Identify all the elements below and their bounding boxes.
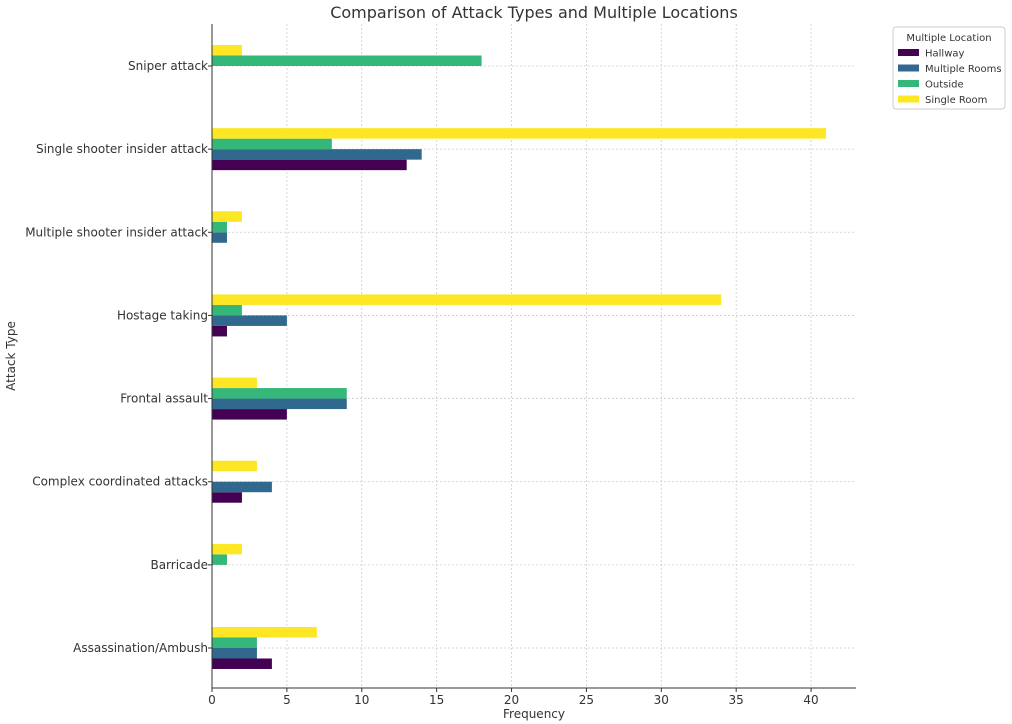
x-tick-label: 25 xyxy=(579,693,594,707)
legend-label: Single Room xyxy=(925,95,987,106)
grid xyxy=(212,24,856,688)
x-tick-label: 40 xyxy=(803,693,818,707)
bar xyxy=(212,159,407,171)
bar xyxy=(212,409,287,420)
x-tick-label: 30 xyxy=(654,693,669,707)
bar xyxy=(212,221,227,233)
legend-frame xyxy=(892,26,1006,110)
chart-title: Comparison of Attack Types and Multiple … xyxy=(330,3,738,22)
legend-label: Outside xyxy=(925,80,964,91)
x-tick-label: 20 xyxy=(504,693,519,707)
legend: Multiple Location Hallway Multiple Rooms O… xyxy=(892,26,1006,110)
x-ticks: 0 5 10 15 20 25 30 35 40 xyxy=(208,688,819,707)
y-tick-label: Assassination/Ambush xyxy=(73,641,208,655)
legend-label: Hallway xyxy=(925,49,965,60)
bars xyxy=(212,45,827,669)
bar xyxy=(212,377,257,389)
bar xyxy=(212,211,242,222)
x-tick-label: 0 xyxy=(208,693,216,707)
bar xyxy=(212,304,242,316)
x-tick-label: 35 xyxy=(729,693,744,707)
x-tick-label: 15 xyxy=(429,693,444,707)
x-tick-label: 10 xyxy=(354,693,369,707)
bar xyxy=(212,398,347,410)
legend-swatch xyxy=(898,49,919,56)
legend-swatch xyxy=(898,64,919,72)
legend-swatch xyxy=(898,80,919,87)
y-tick-label: Barricade xyxy=(150,558,208,572)
bar xyxy=(212,138,332,150)
legend-swatch xyxy=(898,95,919,103)
y-tick-label: Sniper attack xyxy=(128,59,208,73)
axes xyxy=(211,24,856,689)
y-tick-label: Multiple shooter insider attack xyxy=(25,225,208,239)
y-tick-label: Hostage taking xyxy=(117,308,208,322)
bar xyxy=(212,294,722,305)
legend-label: Multiple Rooms xyxy=(925,64,1002,75)
bar xyxy=(212,460,257,472)
bar xyxy=(212,543,242,555)
y-tick-label: Complex coordinated attacks xyxy=(32,475,208,489)
bar xyxy=(212,149,422,160)
bar xyxy=(212,55,482,66)
bar xyxy=(212,128,827,139)
legend-title: Multiple Location xyxy=(906,33,991,44)
bar xyxy=(212,492,242,503)
bar xyxy=(212,648,257,659)
bar xyxy=(212,637,257,648)
y-ticks: Assassination/Ambush Barricade Complex coo… xyxy=(25,59,212,655)
y-tick-label: Frontal assault xyxy=(120,392,208,406)
y-axis-label: Attack Type xyxy=(4,321,18,391)
y-tick-label: Single shooter insider attack xyxy=(36,142,208,156)
legend-items: Hallway Multiple Rooms Outside Single Room xyxy=(898,49,1002,106)
bar xyxy=(212,627,317,638)
bar xyxy=(212,388,347,399)
bar xyxy=(212,45,242,56)
x-tick-label: 5 xyxy=(283,693,291,707)
bar xyxy=(212,658,272,669)
x-axis-label: Frequency xyxy=(503,707,565,721)
bar xyxy=(212,325,227,337)
bar xyxy=(212,315,287,326)
bar xyxy=(212,554,227,565)
bar xyxy=(212,232,227,243)
bar xyxy=(212,481,272,493)
